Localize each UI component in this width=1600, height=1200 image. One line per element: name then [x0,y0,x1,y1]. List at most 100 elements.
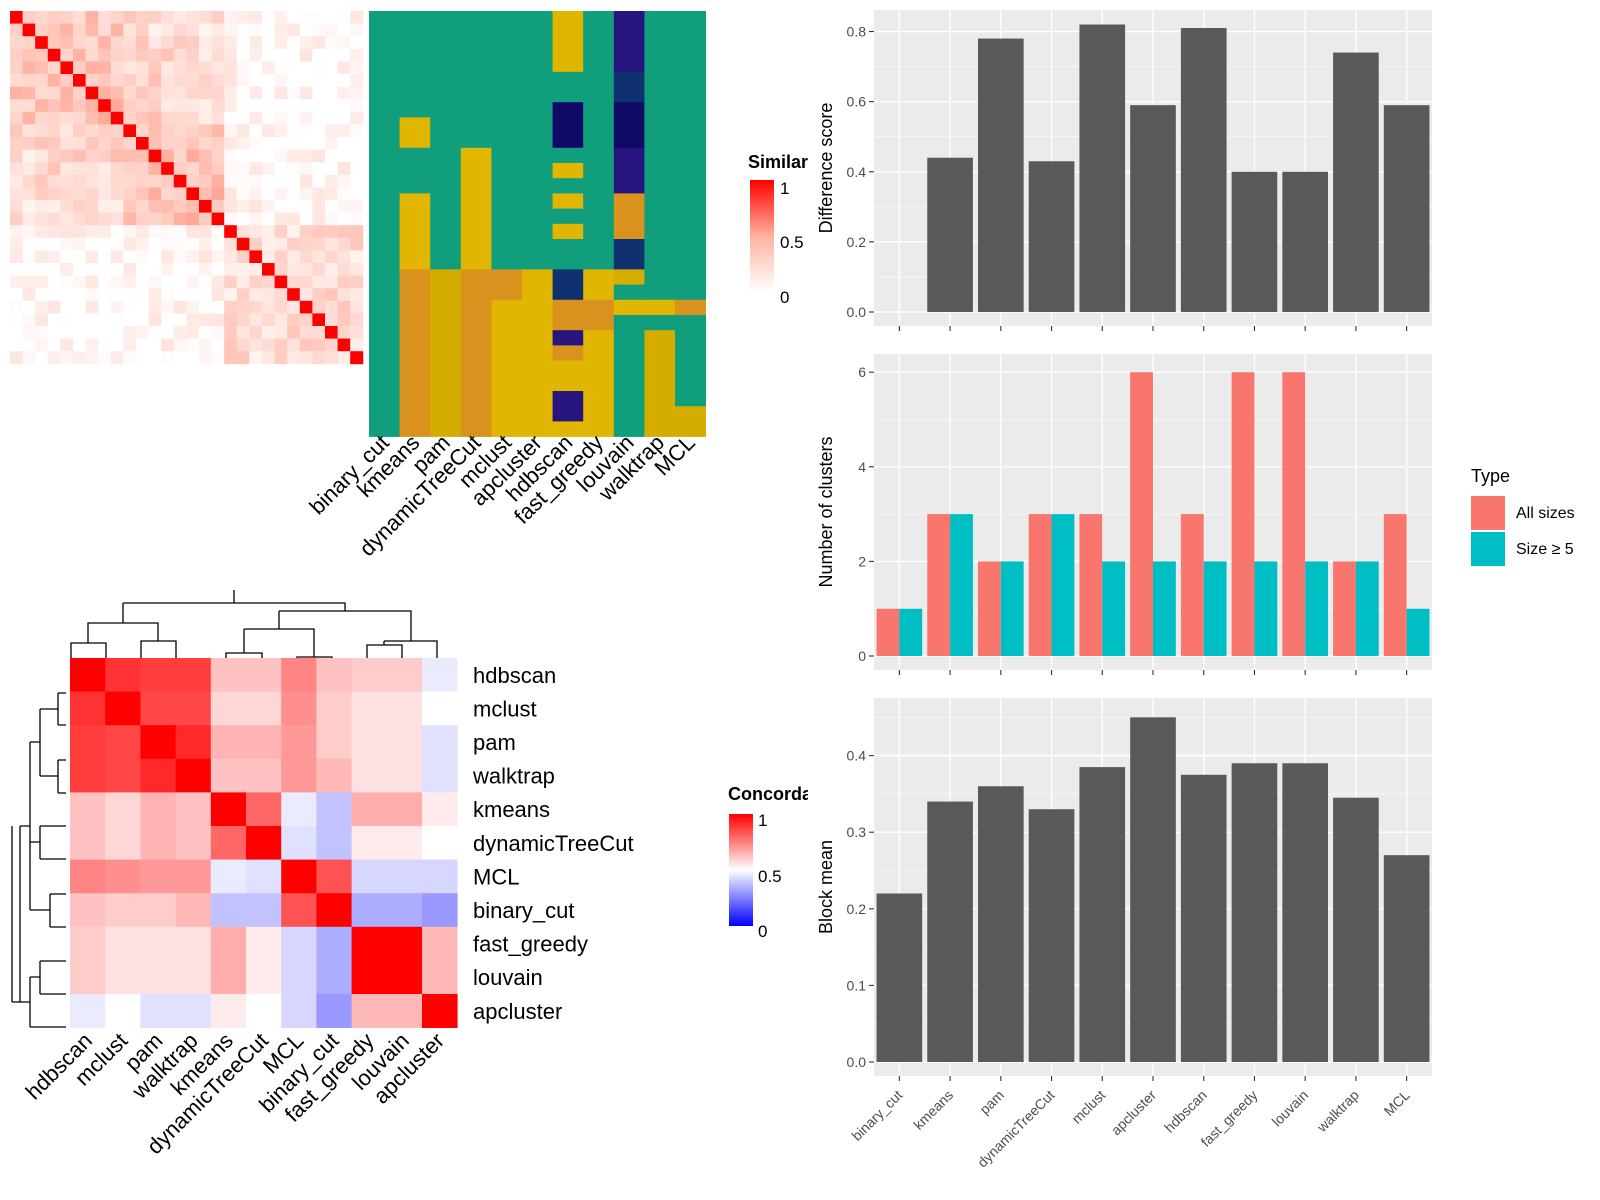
assignment-cell [460,147,492,270]
similarity-cell [312,200,326,213]
similarity-cell [325,124,338,138]
similarity-cell [325,11,338,24]
similarity-cell [123,225,137,239]
similarity-cell [337,48,351,62]
similarity-cell [136,61,149,75]
similarity-cell [136,23,149,37]
similarity-cell [337,288,351,302]
similarity-cell [236,99,250,113]
concordance-cell [386,859,423,894]
similarity-cell [85,86,99,100]
similarity-cell [110,263,124,276]
similarity-cell [350,149,364,163]
similarity-cell [110,23,124,37]
similarity-cell [299,351,313,365]
similarity-cell [85,250,99,264]
assignment-cell [675,406,706,437]
similarity-cell [236,313,250,327]
similarity-cell [199,99,212,113]
similarity-cell [148,23,162,37]
similarity-cell [211,225,225,239]
concordance-cell [316,826,352,860]
type-legend: Type All sizes Size ≥ 5 [1471,466,1575,566]
similarity-cell [186,275,200,289]
similarity-legend-tick-1: 1 [780,179,789,198]
similarity-cell [287,237,301,251]
concordance-cell [70,859,106,894]
similarity-cell [249,61,263,75]
similarity-cell [136,11,149,24]
bar-kmeans [927,157,973,312]
similarity-cell [98,212,112,226]
similarity-cell [211,137,225,150]
similarity-cell [123,111,137,125]
similarity-cell [299,326,313,339]
y-tick-label: 0.6 [847,94,867,110]
similarity-cell [47,351,61,365]
concordance-cell [70,758,106,793]
similarity-cell [73,263,86,276]
similarity-cell [299,111,313,125]
similarity-cell [325,351,338,365]
similarity-cell [262,99,275,113]
similarity-cell [47,250,61,264]
assignment-cell [552,345,584,361]
similarity-cell [22,313,36,327]
similarity-cell [211,237,225,251]
similarity-cell [186,174,200,188]
similarity-cell [161,237,175,251]
similarity-cell [60,250,74,264]
concordance-cell [351,725,388,760]
similarity-cell [173,74,187,87]
similarity-cell [236,326,250,339]
similarity-cell [287,275,301,289]
similarity-cell [110,288,124,302]
similarity-cell [249,313,263,327]
similarity-cell [287,250,301,264]
similarity-cell [98,36,112,50]
similarity-cell [148,48,162,62]
similarity-cell [262,225,275,239]
similarity-cell [123,137,137,150]
concordance-cell [70,893,106,928]
similarity-cell [249,48,263,62]
similarity-cell [325,74,338,87]
similarity-cell [173,237,187,251]
concordance-cell [246,893,282,928]
similarity-cell [123,263,137,276]
similarity-cell [325,187,338,201]
similarity-cell [274,174,288,188]
similarity-cell [98,326,112,339]
similarity-cell [110,275,124,289]
similarity-cell [110,149,124,163]
similarity-cell [199,338,212,352]
similarity-cell [287,99,301,113]
similarity-cell [10,48,23,62]
difference-score-panel: 0.0 0.2 0.4 0.6 0.8 Difference score [816,10,1432,331]
similarity-cell [123,338,137,352]
similarity-cell [312,288,326,302]
concordance-cell [70,960,106,995]
assignment-cell [644,299,676,316]
similarity-cell [337,111,351,125]
y-axis-title: Number of clusters [816,436,836,587]
similarity-cell [274,86,288,100]
similarity-cell [236,250,250,264]
similarity-cell [10,36,23,50]
similarity-cell [274,225,288,239]
similarity-cell [110,212,124,226]
column-dendrogram [70,590,438,675]
similarity-cell [211,313,225,327]
similarity-cell [287,200,301,213]
concordance-cell [422,926,458,961]
similarity-cell [236,288,250,302]
concordance-cell [386,926,423,961]
similarity-cell [186,36,200,50]
similarity-cell [22,275,36,289]
similarity-cell [337,300,351,314]
similarity-cell [274,288,288,302]
similarity-cell [325,200,338,213]
similarity-cell [22,74,36,87]
similarity-cell [287,174,301,188]
similarity-cell [10,187,23,201]
